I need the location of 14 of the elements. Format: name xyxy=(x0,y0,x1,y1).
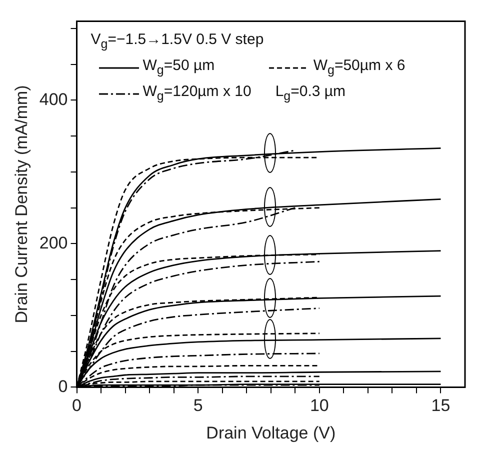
y-tick-label: 400 xyxy=(39,90,68,109)
x-tick-label: 15 xyxy=(431,396,450,416)
y-tick-label: 0 xyxy=(58,376,68,396)
annotation: L$_{g}$=0.3 µm xyxy=(274,82,347,106)
legend-label: W$_{g}$=120µm x 10 xyxy=(142,82,252,106)
legend-label: W$_{g}$=50 µm xyxy=(142,56,215,80)
x-tick-label: 0 xyxy=(72,396,82,416)
x-axis-title: Drain Voltage (V) xyxy=(206,423,336,442)
annotation: V$_{g}$=−1.5→1.5V 0.5 V step xyxy=(90,30,265,54)
y-tick-label: 200 xyxy=(39,233,68,252)
y-axis-title: Drain Current Density (mA/mm) xyxy=(12,85,31,324)
x-tick-label: 10 xyxy=(310,396,329,416)
x-tick-label: 5 xyxy=(193,396,203,416)
legend-label: W$_{g}$=50µm x 6 xyxy=(313,56,406,80)
